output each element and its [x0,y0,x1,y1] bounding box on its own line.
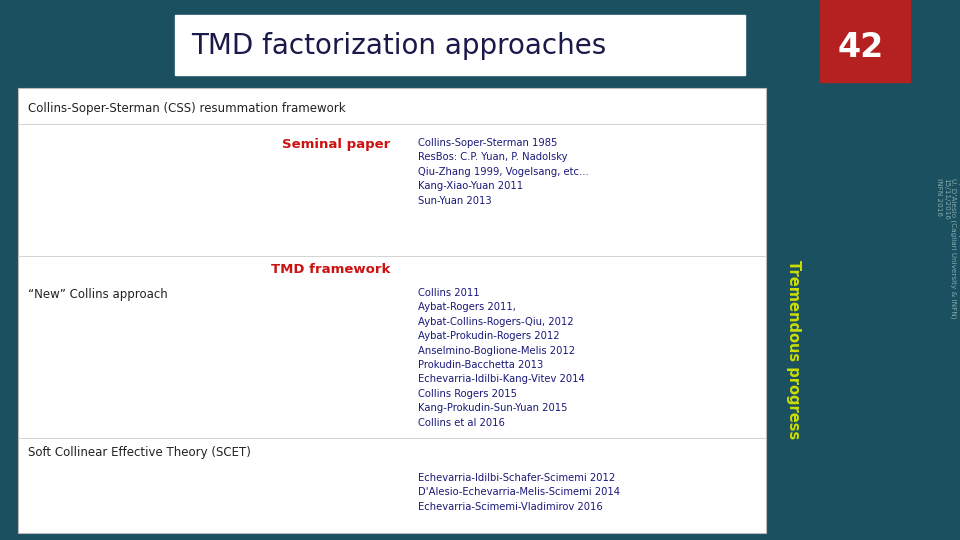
Text: Soft Collinear Effective Theory (SCET): Soft Collinear Effective Theory (SCET) [28,446,251,459]
Bar [18,88,766,533]
Text: “New” Collins approach: “New” Collins approach [28,288,168,301]
Text: Tremendous progress: Tremendous progress [785,260,801,440]
Text: TMD framework: TMD framework [271,263,390,276]
Text: TMD factorization approaches: TMD factorization approaches [191,32,607,60]
Text: Collins 2011
Aybat-Rogers 2011,
Aybat-Collins-Rogers-Qiu, 2012
Aybat-Prokudin-Ro: Collins 2011 Aybat-Rogers 2011, Aybat-Co… [418,288,585,428]
Text: Echevarria-Idilbi-Schafer-Scimemi 2012
D'Alesio-Echevarria-Melis-Scimemi 2014
Ec: Echevarria-Idilbi-Schafer-Scimemi 2012 D… [418,473,620,512]
Text: Seminal paper: Seminal paper [281,138,390,151]
Text: 42: 42 [837,31,883,64]
Bar [820,0,910,82]
Bar [175,15,745,75]
Text: Collins-Soper-Sterman 1985
ResBos: C.P. Yuan, P. Nadolsky
Qiu-Zhang 1999, Vogels: Collins-Soper-Sterman 1985 ResBos: C.P. … [418,138,588,206]
Text: Collins-Soper-Sterman (CSS) resummation framework: Collins-Soper-Sterman (CSS) resummation … [28,102,346,115]
Text: Spin effects in QCD and 3D nucleon structure
U. D'Alesio (Cagliari University & : Spin effects in QCD and 3D nucleon struc… [936,178,960,342]
